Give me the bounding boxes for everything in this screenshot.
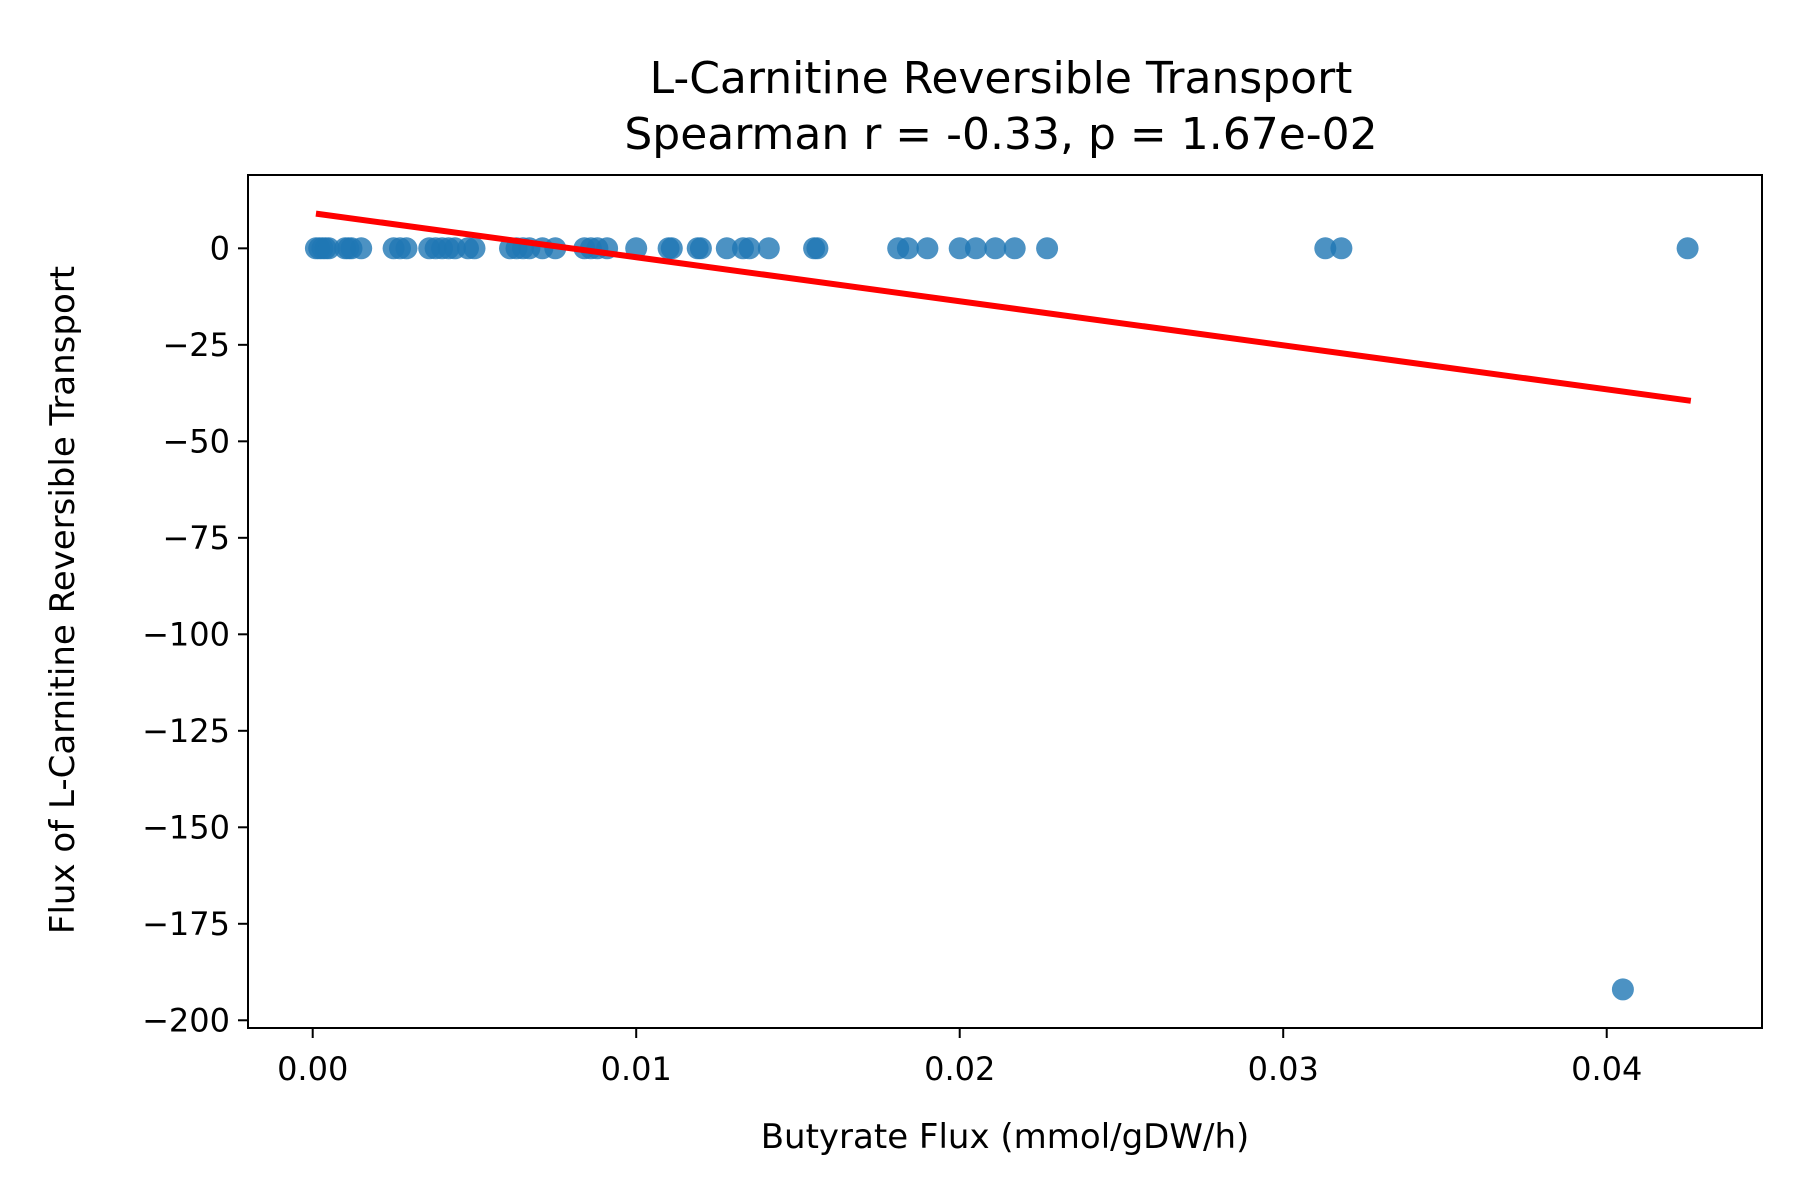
data-point — [916, 237, 939, 260]
y-tick-label: −75 — [162, 519, 230, 557]
data-point — [806, 237, 829, 260]
data-point — [738, 237, 761, 260]
data-point — [689, 237, 712, 260]
y-tick-label: −175 — [142, 905, 230, 943]
data-point — [1611, 978, 1634, 1001]
x-axis-label: Butyrate Flux (mmol/gDW/h) — [761, 1117, 1250, 1157]
data-point — [1036, 237, 1059, 260]
plot-area-frame — [247, 174, 1763, 1029]
chart-title: L-Carnitine Reversible Transport — [650, 53, 1353, 104]
x-tick-label: 0.04 — [1571, 1050, 1642, 1088]
data-point — [395, 237, 418, 260]
x-tick-label: 0.01 — [601, 1050, 672, 1088]
data-point — [1676, 237, 1699, 260]
regression-line-layer — [315, 210, 1692, 404]
data-point — [948, 237, 971, 260]
data-point — [463, 237, 486, 260]
y-tick-label: −50 — [162, 422, 230, 460]
y-tick-label: −100 — [142, 615, 230, 653]
y-tick-label: −150 — [142, 808, 230, 846]
y-axis-label: Flux of L-Carnitine Reversible Transport — [43, 266, 83, 934]
data-points — [304, 237, 1699, 1001]
y-tick-label: −200 — [142, 1001, 230, 1039]
x-axis: 0.00 0.01 0.02 0.03 0.04 — [277, 1028, 1642, 1088]
regression-line — [315, 210, 1692, 404]
y-tick-label: −25 — [162, 326, 230, 364]
x-tick-label: 0.00 — [277, 1050, 348, 1088]
chart-subtitle: Spearman r = -0.33, p = 1.67e-02 — [624, 109, 1377, 160]
x-tick-label: 0.02 — [924, 1050, 995, 1088]
data-point — [317, 237, 340, 260]
data-point — [660, 237, 683, 260]
y-axis: 0 −25 −50 −75 −100 −125 −150 −175 −200 — [142, 229, 248, 1039]
data-point — [964, 237, 987, 260]
data-point — [984, 237, 1007, 260]
data-point — [715, 237, 738, 260]
y-tick-label: 0 — [210, 229, 230, 267]
data-point — [896, 237, 919, 260]
data-point — [1003, 237, 1026, 260]
data-point — [1314, 237, 1337, 260]
data-point — [1330, 237, 1353, 260]
data-point — [757, 237, 780, 260]
y-tick-label: −125 — [142, 712, 230, 750]
data-point — [350, 237, 373, 260]
x-tick-label: 0.03 — [1248, 1050, 1319, 1088]
